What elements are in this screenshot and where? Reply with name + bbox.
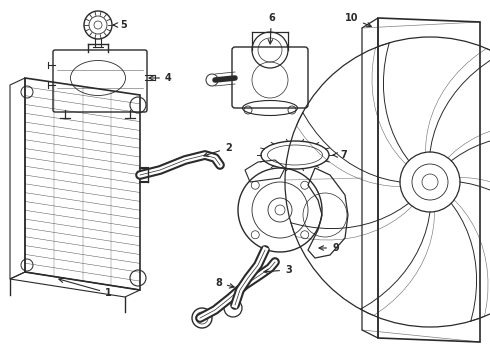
Text: 10: 10: [344, 13, 371, 27]
Text: 1: 1: [59, 278, 112, 298]
Text: 6: 6: [268, 13, 275, 44]
Text: 7: 7: [333, 150, 347, 160]
Text: 8: 8: [215, 278, 234, 288]
Text: 5: 5: [113, 20, 127, 30]
Text: 4: 4: [149, 73, 172, 83]
Text: 9: 9: [319, 243, 339, 253]
Text: 3: 3: [264, 265, 292, 275]
Text: 2: 2: [204, 143, 232, 157]
